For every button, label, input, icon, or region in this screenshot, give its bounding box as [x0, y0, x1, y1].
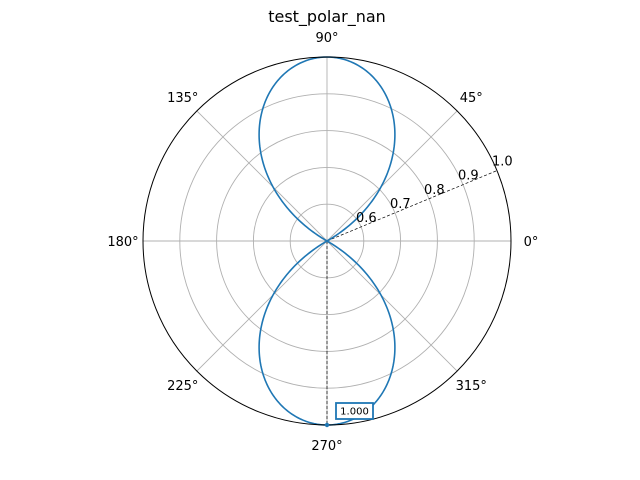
theta-grid-line	[326, 240, 458, 372]
theta-tick-label: 225°	[167, 379, 198, 394]
annotation-box	[335, 402, 374, 420]
annotation-layer: 1.000	[324, 402, 374, 428]
theta-tick-label: 180°	[107, 235, 138, 250]
theta-tick-label: 315°	[456, 379, 487, 394]
theta-tick-label: 270°	[311, 439, 342, 454]
theta-tick-label: 90°	[315, 31, 338, 46]
series-layer	[258, 56, 396, 426]
annotation-marker	[324, 422, 330, 428]
r-tick-label: 0.8	[424, 183, 445, 198]
annotation-label: 1.000	[340, 407, 369, 418]
r-tick-label: 0.7	[390, 197, 411, 212]
theta-tick-label: 135°	[167, 91, 198, 106]
guide-line	[326, 170, 498, 242]
theta-grid-line	[196, 240, 328, 372]
label-layer: 0° 45° 90° 135° 180° 225° 270° 315° 0.6 0.7 0.8 0.9…	[107, 31, 538, 454]
guide-layer	[326, 170, 498, 425]
r-tick-label: 1.0	[492, 155, 513, 170]
r-tick-label: 0.6	[356, 211, 377, 226]
theta-tick-label: 0°	[524, 235, 539, 250]
chart-title: test_polar_nan	[268, 7, 386, 27]
theta-grid-line	[326, 110, 458, 242]
r-tick-label: 0.9	[458, 169, 479, 184]
theta-tick-label: 45°	[460, 91, 483, 106]
theta-grid-line	[196, 110, 328, 242]
series-line	[258, 56, 396, 426]
